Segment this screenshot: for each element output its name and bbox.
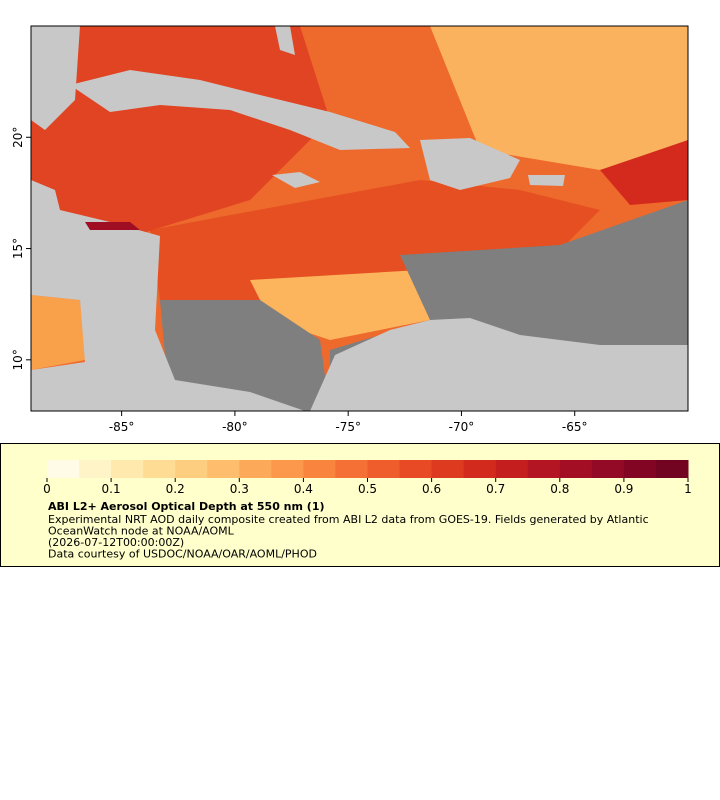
colorbar-segment [271, 460, 304, 478]
colorbar-segment [655, 460, 689, 478]
colorbar-segment [303, 460, 336, 478]
land [272, 172, 320, 188]
colorbar-tick-label: 0.9 [614, 482, 633, 496]
aerosol-low [250, 270, 430, 340]
x-tick-label: -65° [562, 420, 588, 434]
colorbar-segment [47, 460, 80, 478]
colorbar-segment [79, 460, 112, 478]
colorbar-tick-label: 0.7 [486, 482, 505, 496]
colorbar-segment [207, 460, 240, 478]
land [528, 175, 565, 186]
colorbar-segment [175, 460, 208, 478]
colorbar-segment [559, 460, 593, 478]
y-tick-label: 10° [11, 349, 25, 370]
colorbar-segment [239, 460, 272, 478]
legend-line: Data courtesy of USDOC/NOAA/OAR/AOML/PHO… [48, 548, 317, 561]
colorbar-tick-label: 0.1 [102, 482, 121, 496]
land [420, 138, 520, 190]
x-tick-label: -75° [335, 420, 361, 434]
land [31, 180, 305, 411]
aerosol-peak [85, 222, 140, 230]
legend-line: Experimental NRT AOD daily composite cre… [48, 513, 649, 526]
map-image [31, 26, 688, 411]
colorbar-tick-label: 0.8 [550, 482, 569, 496]
colorbar-tick-label: 0.4 [294, 482, 313, 496]
legend-title: ABI L2+ Aerosol Optical Depth at 550 nm … [48, 500, 325, 513]
no-data [160, 300, 330, 411]
aerosol-low [31, 295, 85, 370]
colorbar-segment [463, 460, 497, 478]
land [31, 26, 80, 130]
map-frame [30, 25, 689, 412]
legend-line: (2026-07-12T00:00:00Z) [48, 536, 184, 549]
colorbar-segment [527, 460, 561, 478]
colorbar-tick-label: 0.5 [358, 482, 377, 496]
colorbar-segment [495, 460, 529, 478]
aerosol-low [430, 26, 688, 170]
colorbar-tick-label: 0.6 [422, 482, 441, 496]
x-tick-label: -80° [222, 420, 248, 434]
x-tick-label: -85° [109, 420, 135, 434]
colorbar-tick-label: 1 [684, 482, 692, 496]
colorbar-segment [367, 460, 401, 478]
legend-line: OceanWatch node at NOAA/AOML [48, 525, 235, 538]
colorbar-segment [143, 460, 176, 478]
colorbar-segment [399, 460, 433, 478]
colorbar-segment [623, 460, 657, 478]
land [275, 26, 295, 55]
colorbar-segment [431, 460, 465, 478]
x-tick-label: -70° [449, 420, 475, 434]
land [310, 318, 688, 411]
colorbar-tick-label: 0 [43, 482, 51, 496]
y-tick-label: 20° [11, 127, 25, 148]
colorbar-segment [591, 460, 625, 478]
colorbar-segment [335, 460, 368, 478]
colorbar-segment [111, 460, 144, 478]
colorbar-tick-label: 0.2 [166, 482, 185, 496]
land [70, 70, 410, 150]
aerosol-high [150, 180, 600, 300]
y-tick-label: 15° [11, 238, 25, 259]
aerosol-high [600, 140, 688, 205]
colorbar-tick-label: 0.3 [230, 482, 249, 496]
